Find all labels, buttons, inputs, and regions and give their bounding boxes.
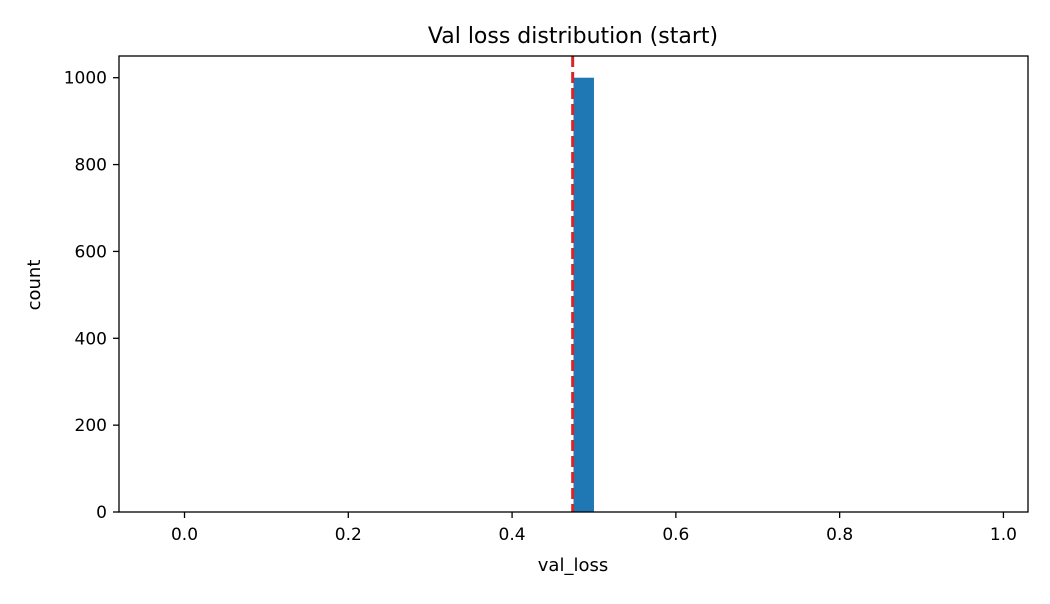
chart-title: Val loss distribution (start)	[428, 24, 718, 49]
plot-area: 0.0 0.2 0.4 0.6 0.8 1.0 0 200 400 600 800 1000	[64, 55, 1029, 545]
y-tick-label: 800	[75, 156, 107, 176]
y-tick-label: 0	[96, 503, 107, 523]
y-tick-label: 200	[75, 416, 107, 436]
x-axis-label: val_loss	[538, 555, 608, 576]
axes-frame	[118, 55, 1029, 513]
x-tick-label: 1.0	[990, 525, 1017, 545]
x-tick-label: 0.0	[171, 525, 198, 545]
x-tick-label: 0.6	[662, 525, 689, 545]
y-tick-label: 1000	[64, 69, 107, 89]
x-tick-label: 0.2	[335, 525, 362, 545]
x-tick-label: 0.4	[499, 525, 526, 545]
x-tick-label: 0.8	[826, 525, 853, 545]
y-axis-label: count	[24, 260, 45, 311]
y-tick-label: 600	[75, 242, 107, 262]
histogram-bar	[573, 77, 594, 512]
y-tick-label: 400	[75, 329, 107, 349]
